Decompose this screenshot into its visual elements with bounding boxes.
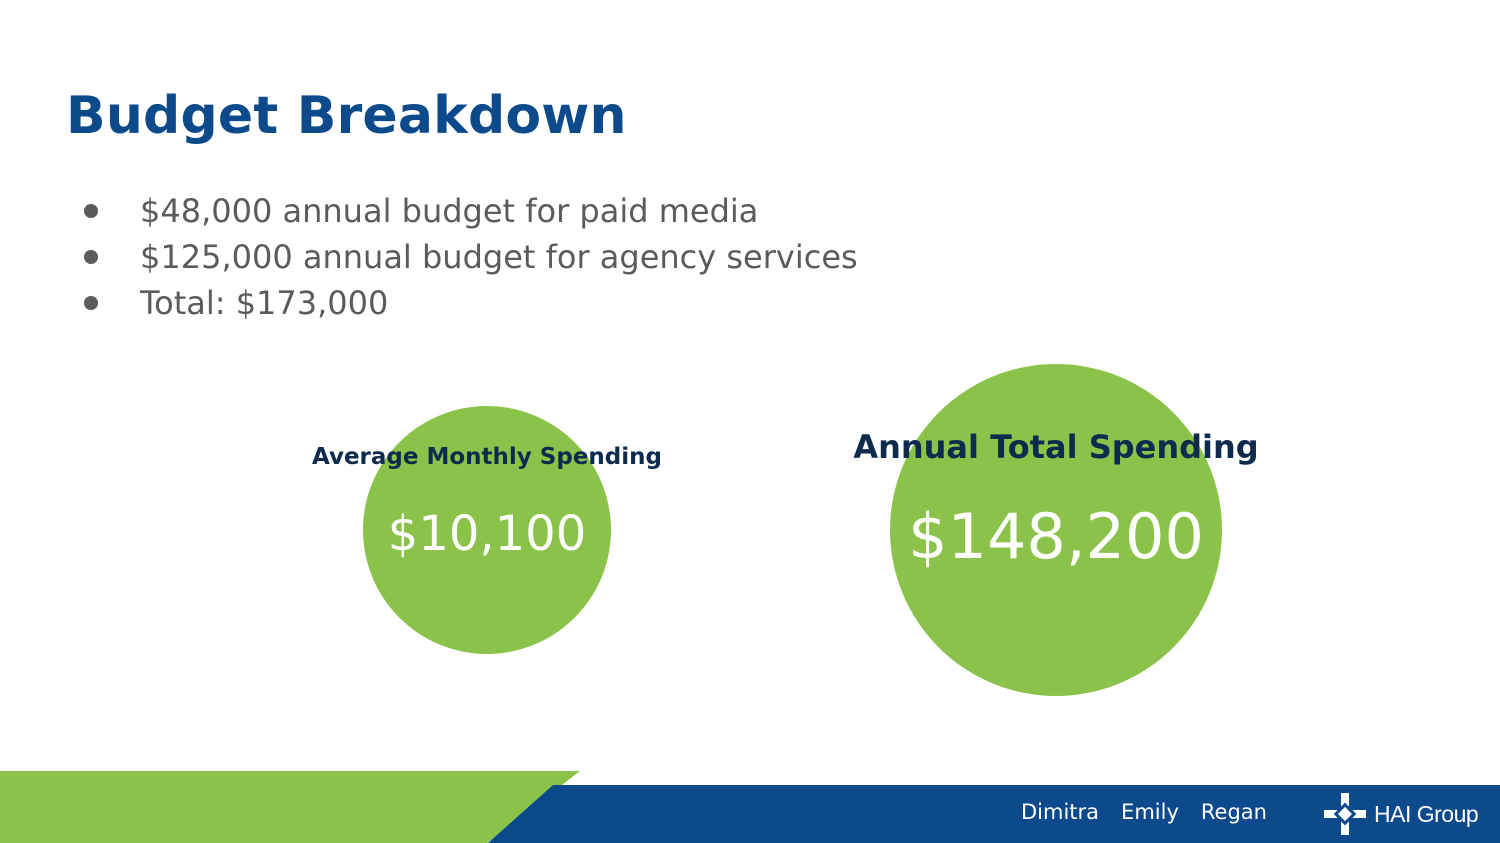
- presenter-names: Dimitra Emily Regan: [1021, 800, 1267, 828]
- hai-group-logo: HAI Group: [1322, 791, 1479, 837]
- monthly-spending-circle: [363, 406, 611, 654]
- bullet-dot-icon: [84, 204, 98, 218]
- presenter-name: Emily: [1121, 800, 1179, 824]
- annual-spending-value: $148,200: [908, 500, 1204, 573]
- presenter-name: Dimitra: [1021, 800, 1100, 824]
- bullet-text: $48,000 annual budget for paid media: [140, 192, 759, 230]
- bullet-item: $125,000 annual budget for agency servic…: [80, 234, 858, 280]
- bullet-item: $48,000 annual budget for paid media: [80, 188, 858, 234]
- slide-title: Budget Breakdown: [66, 86, 627, 146]
- bullet-dot-icon: [84, 296, 98, 310]
- logo-text: HAI Group: [1374, 800, 1479, 827]
- bullet-text: Total: $173,000: [140, 284, 389, 322]
- annual-spending-label: Annual Total Spending: [853, 428, 1259, 466]
- bullet-dot-icon: [84, 250, 98, 264]
- footer-green-band: [0, 771, 580, 843]
- bullet-text: $125,000 annual budget for agency servic…: [140, 238, 858, 276]
- monthly-spending-label: Average Monthly Spending: [311, 444, 662, 470]
- presenter-name: Regan: [1200, 800, 1267, 824]
- annual-spending-circle: [890, 364, 1222, 696]
- bullet-list: $48,000 annual budget for paid media $12…: [80, 188, 858, 326]
- bullet-item: Total: $173,000: [80, 280, 858, 326]
- hai-cross-icon: [1324, 793, 1366, 835]
- monthly-spending-value: $10,100: [387, 506, 587, 562]
